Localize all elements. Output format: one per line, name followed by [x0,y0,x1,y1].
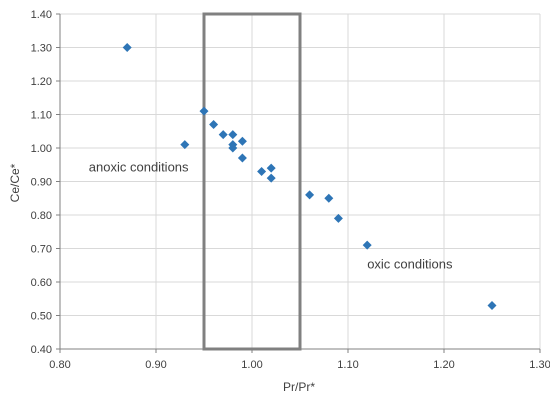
y-tick-label: 1.40 [31,9,52,21]
data-point [237,153,247,163]
y-tick-label: 0.70 [31,244,52,256]
data-point [237,136,247,146]
data-point [180,140,190,150]
y-tick-label: 0.50 [31,311,52,323]
annotations: anoxic conditions oxic conditions [89,159,453,271]
y-tick-label: 1.30 [31,43,52,55]
y-tick-label: 0.60 [31,277,52,289]
data-point [266,163,276,173]
data-point [362,240,372,250]
data-point [218,130,228,140]
x-axis-title: Pr/Pr* [283,380,315,394]
data-point [257,166,267,176]
data-point [228,143,238,153]
data-point [199,106,209,116]
annotation-label: oxic conditions [367,257,453,272]
x-tick-label: 1.00 [241,359,262,371]
y-tick-label: 1.00 [31,143,52,155]
annotation-label: anoxic conditions [89,159,189,174]
x-tick-label: 1.20 [433,359,454,371]
data-point [122,43,132,52]
data-point [487,300,497,310]
x-tick-labels: 0.80 0.90 1.00 1.10 1.20 1.30 [49,359,550,371]
data-point [305,190,315,200]
x-tick-label: 1.30 [529,359,550,371]
data-point [333,213,343,223]
x-tick-label: 1.10 [337,359,358,371]
data-point [324,193,334,203]
x-tick-label: 0.80 [49,359,70,371]
axes [59,14,540,350]
y-tick-label: 1.20 [31,76,52,88]
x-tick-label: 0.90 [145,359,166,371]
data-point [209,120,219,130]
y-tick-label: 0.90 [31,177,52,189]
data-point [266,173,276,183]
y-axis-title: Ce/Ce* [8,163,22,202]
y-tick-label: 1.10 [31,110,52,122]
data-point [228,130,238,140]
data-points [122,43,497,310]
y-tick-labels: 0.40 0.50 0.60 0.70 0.80 0.90 1.00 1.10 1.20 1.30… [31,9,52,356]
y-tick-label: 0.80 [31,210,52,222]
y-tick-label: 0.40 [31,344,52,356]
